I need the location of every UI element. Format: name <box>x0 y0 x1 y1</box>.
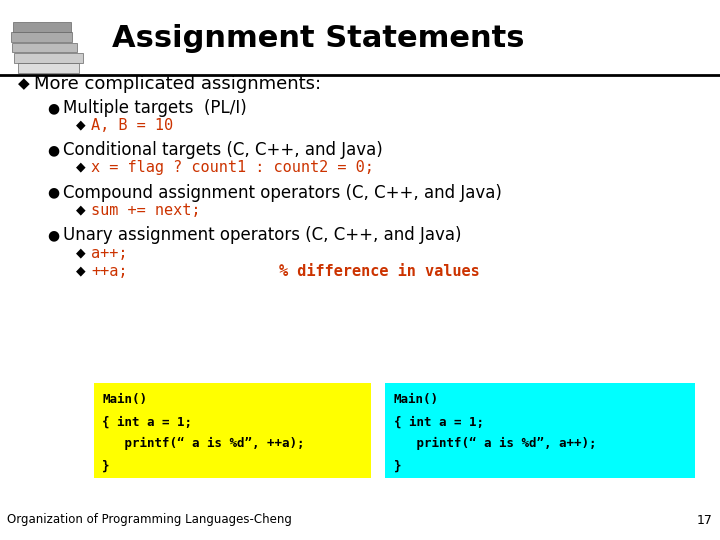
Text: ●: ● <box>47 143 59 157</box>
Text: ◆: ◆ <box>76 161 85 174</box>
Text: Compound assignment operators (C, C++, and Java): Compound assignment operators (C, C++, a… <box>63 184 502 202</box>
Text: Multiple targets  (PL/I): Multiple targets (PL/I) <box>63 99 246 117</box>
Text: sum += next;: sum += next; <box>91 202 201 218</box>
Text: Assignment Statements: Assignment Statements <box>112 24 524 53</box>
FancyBboxPatch shape <box>94 383 371 478</box>
Text: printf(“ a is %d”, a++);: printf(“ a is %d”, a++); <box>394 437 596 450</box>
Text: Organization of Programming Languages-Cheng: Organization of Programming Languages-Ch… <box>7 514 292 526</box>
FancyBboxPatch shape <box>385 383 695 478</box>
Text: Conditional targets (C, C++, and Java): Conditional targets (C, C++, and Java) <box>63 141 382 159</box>
Text: ◆: ◆ <box>18 76 30 91</box>
Text: ●: ● <box>47 228 59 242</box>
Text: ◆: ◆ <box>76 119 85 132</box>
Text: ●: ● <box>47 186 59 200</box>
Text: Main(): Main() <box>394 393 439 407</box>
Text: { int a = 1;: { int a = 1; <box>394 415 484 428</box>
Text: More complicated assignments:: More complicated assignments: <box>34 75 321 93</box>
Text: ++a;: ++a; <box>91 264 128 279</box>
FancyBboxPatch shape <box>12 43 77 52</box>
Text: printf(“ a is %d”, ++a);: printf(“ a is %d”, ++a); <box>102 437 305 450</box>
Text: Main(): Main() <box>102 393 148 407</box>
Text: ◆: ◆ <box>76 247 85 260</box>
Text: x = flag ? count1 : count2 = 0;: x = flag ? count1 : count2 = 0; <box>91 160 374 175</box>
Text: }: } <box>394 460 401 472</box>
FancyBboxPatch shape <box>18 63 79 73</box>
Text: ◆: ◆ <box>76 265 85 278</box>
Text: A, B = 10: A, B = 10 <box>91 118 174 133</box>
Text: Unary assignment operators (C, C++, and Java): Unary assignment operators (C, C++, and … <box>63 226 461 245</box>
Text: 17: 17 <box>697 514 713 526</box>
Text: }: } <box>102 460 109 472</box>
Text: a++;: a++; <box>91 246 128 261</box>
FancyBboxPatch shape <box>14 53 83 63</box>
FancyBboxPatch shape <box>13 22 71 32</box>
Text: ◆: ◆ <box>76 204 85 217</box>
FancyBboxPatch shape <box>11 32 72 42</box>
Text: ●: ● <box>47 101 59 115</box>
Text: { int a = 1;: { int a = 1; <box>102 415 192 428</box>
Text: % difference in values: % difference in values <box>279 264 480 279</box>
